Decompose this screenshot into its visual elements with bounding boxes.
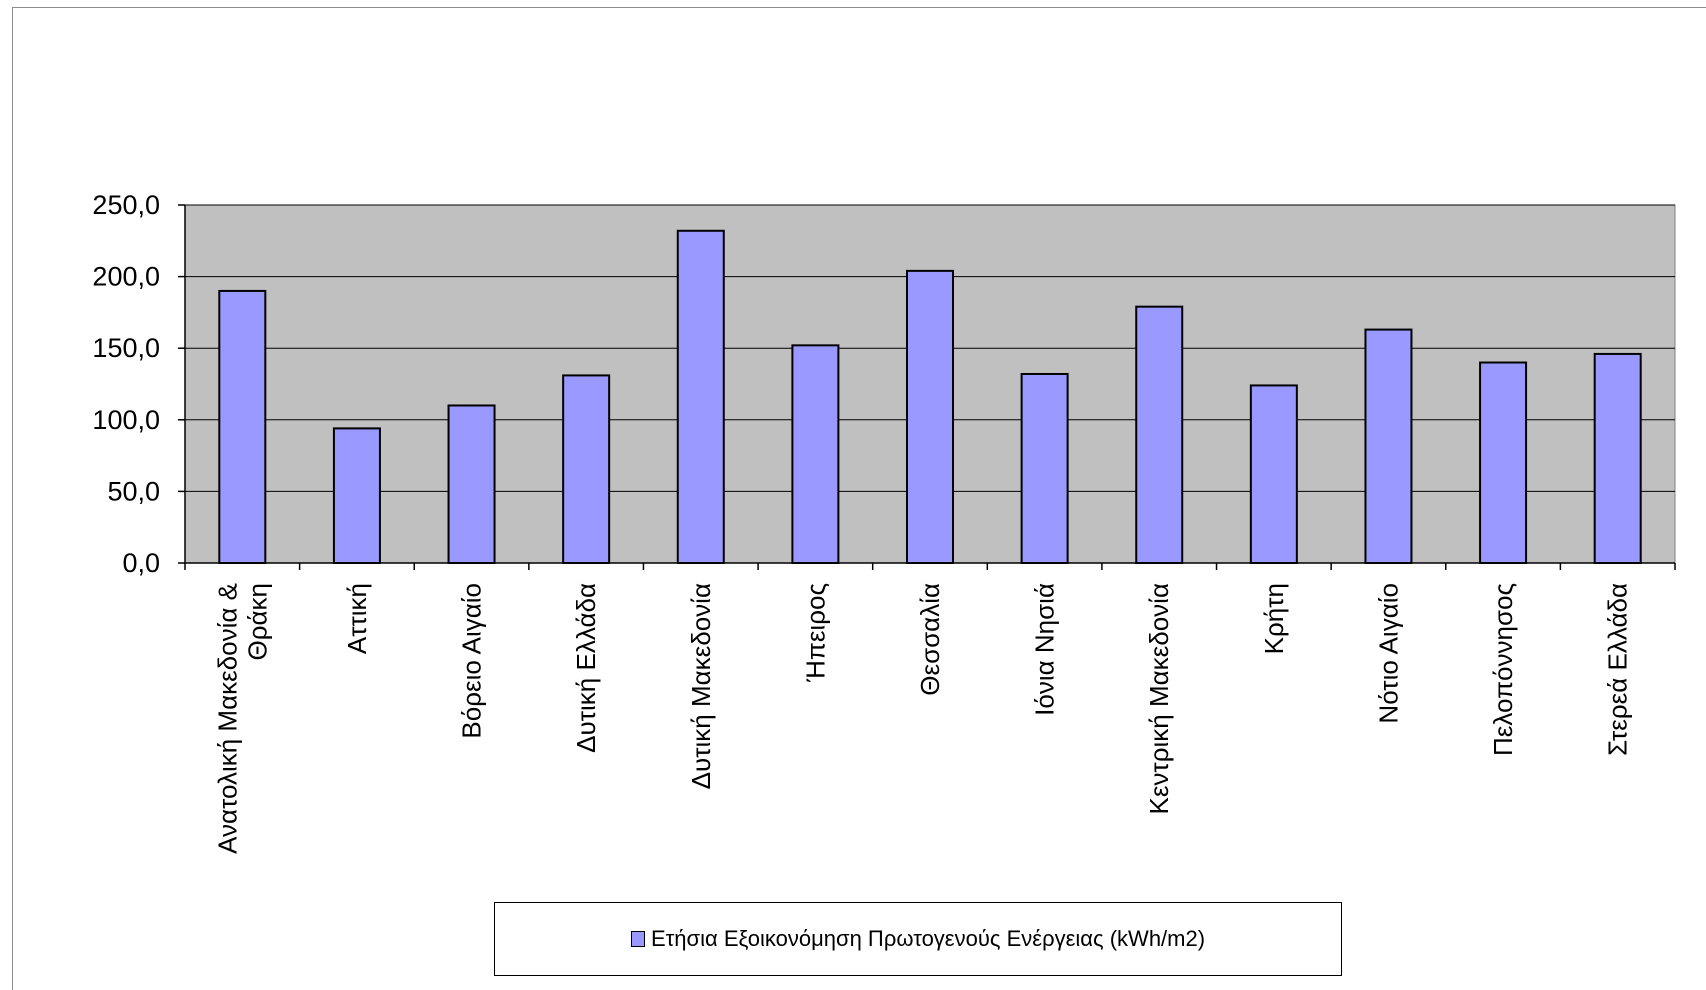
x-category-label: Νότιο Αιγαίο bbox=[1373, 583, 1403, 724]
x-category-label-line: Θράκη bbox=[242, 583, 272, 661]
bar bbox=[562, 374, 611, 564]
y-tick-label: 0,0 bbox=[122, 548, 160, 578]
x-category-label: Θεσσαλία bbox=[915, 583, 945, 696]
legend-label: Ετήσια Εξοικονόμηση Πρωτογενούς Ενέργεια… bbox=[650, 926, 1206, 951]
y-tick-label: 50,0 bbox=[107, 476, 160, 506]
y-tick-labels: 0,0 50,0 100,0 150,0 200,0 250,0 bbox=[92, 190, 160, 578]
axes bbox=[178, 204, 1676, 570]
x-category-label-line: Δυτική Ελλάδα bbox=[571, 583, 601, 753]
bar bbox=[332, 427, 381, 564]
x-category-label-line: Κεντρική Μακεδονία bbox=[1144, 583, 1174, 814]
x-category-label: Ανατολική Μακεδονία & Θράκη bbox=[212, 583, 272, 854]
x-category-label: Ιόνια Νησιά bbox=[1030, 583, 1060, 716]
y-tick-label: 100,0 bbox=[92, 405, 160, 435]
bar bbox=[1479, 361, 1528, 564]
x-category-label-line: Θεσσαλία bbox=[915, 583, 945, 696]
x-category-label-line: Ανατολική Μακεδονία & bbox=[212, 583, 242, 854]
x-category-label: Κρήτη bbox=[1259, 583, 1289, 654]
bars bbox=[218, 229, 1642, 565]
x-category-label-line: Ήπειρος bbox=[800, 583, 830, 683]
x-category-label-line: Νότιο Αιγαίο bbox=[1373, 583, 1403, 724]
x-category-label: Πελοπόννησος bbox=[1488, 583, 1518, 756]
bar bbox=[906, 269, 954, 564]
bar bbox=[791, 344, 840, 564]
x-category-label: Αττική bbox=[342, 583, 372, 654]
y-tick-label: 150,0 bbox=[92, 333, 160, 363]
bar bbox=[1135, 305, 1184, 564]
x-category-label: Δυτική Ελλάδα bbox=[571, 583, 601, 753]
x-category-label-line: Βόρειο Αιγαίο bbox=[457, 583, 487, 739]
x-category-label: Βόρειο Αιγαίο bbox=[457, 583, 487, 739]
x-category-labels: Ανατολική Μακεδονία & Θράκη Αττική Βόρειο Α… bbox=[212, 583, 1632, 854]
x-category-label-line: Στερεά Ελλάδα bbox=[1603, 583, 1633, 756]
bar bbox=[218, 289, 267, 564]
x-category-label-line: Αττική bbox=[342, 583, 372, 654]
x-category-label: Ήπειρος bbox=[800, 583, 830, 683]
y-tick-label: 200,0 bbox=[92, 262, 160, 292]
x-category-label-line: Ιόνια Νησιά bbox=[1030, 583, 1060, 716]
bar bbox=[1593, 352, 1642, 565]
bar bbox=[1249, 384, 1298, 564]
bar bbox=[447, 404, 496, 565]
legend-swatch bbox=[630, 931, 645, 947]
x-category-label: Κεντρική Μακεδονία bbox=[1144, 583, 1174, 814]
x-category-label: Στερεά Ελλάδα bbox=[1603, 583, 1633, 756]
legend: Ετήσια Εξοικονόμηση Πρωτογενούς Ενέργεια… bbox=[494, 902, 1342, 976]
bar bbox=[1364, 328, 1413, 565]
x-category-label-line: Πελοπόννησος bbox=[1488, 583, 1518, 756]
x-category-label-line: Κρήτη bbox=[1259, 583, 1289, 654]
x-category-label-line: Δυτική Μακεδονία bbox=[686, 583, 716, 789]
bar bbox=[676, 229, 725, 564]
y-tick-label: 250,0 bbox=[92, 190, 160, 220]
bar bbox=[1020, 372, 1069, 565]
x-category-label: Δυτική Μακεδονία bbox=[686, 583, 716, 789]
